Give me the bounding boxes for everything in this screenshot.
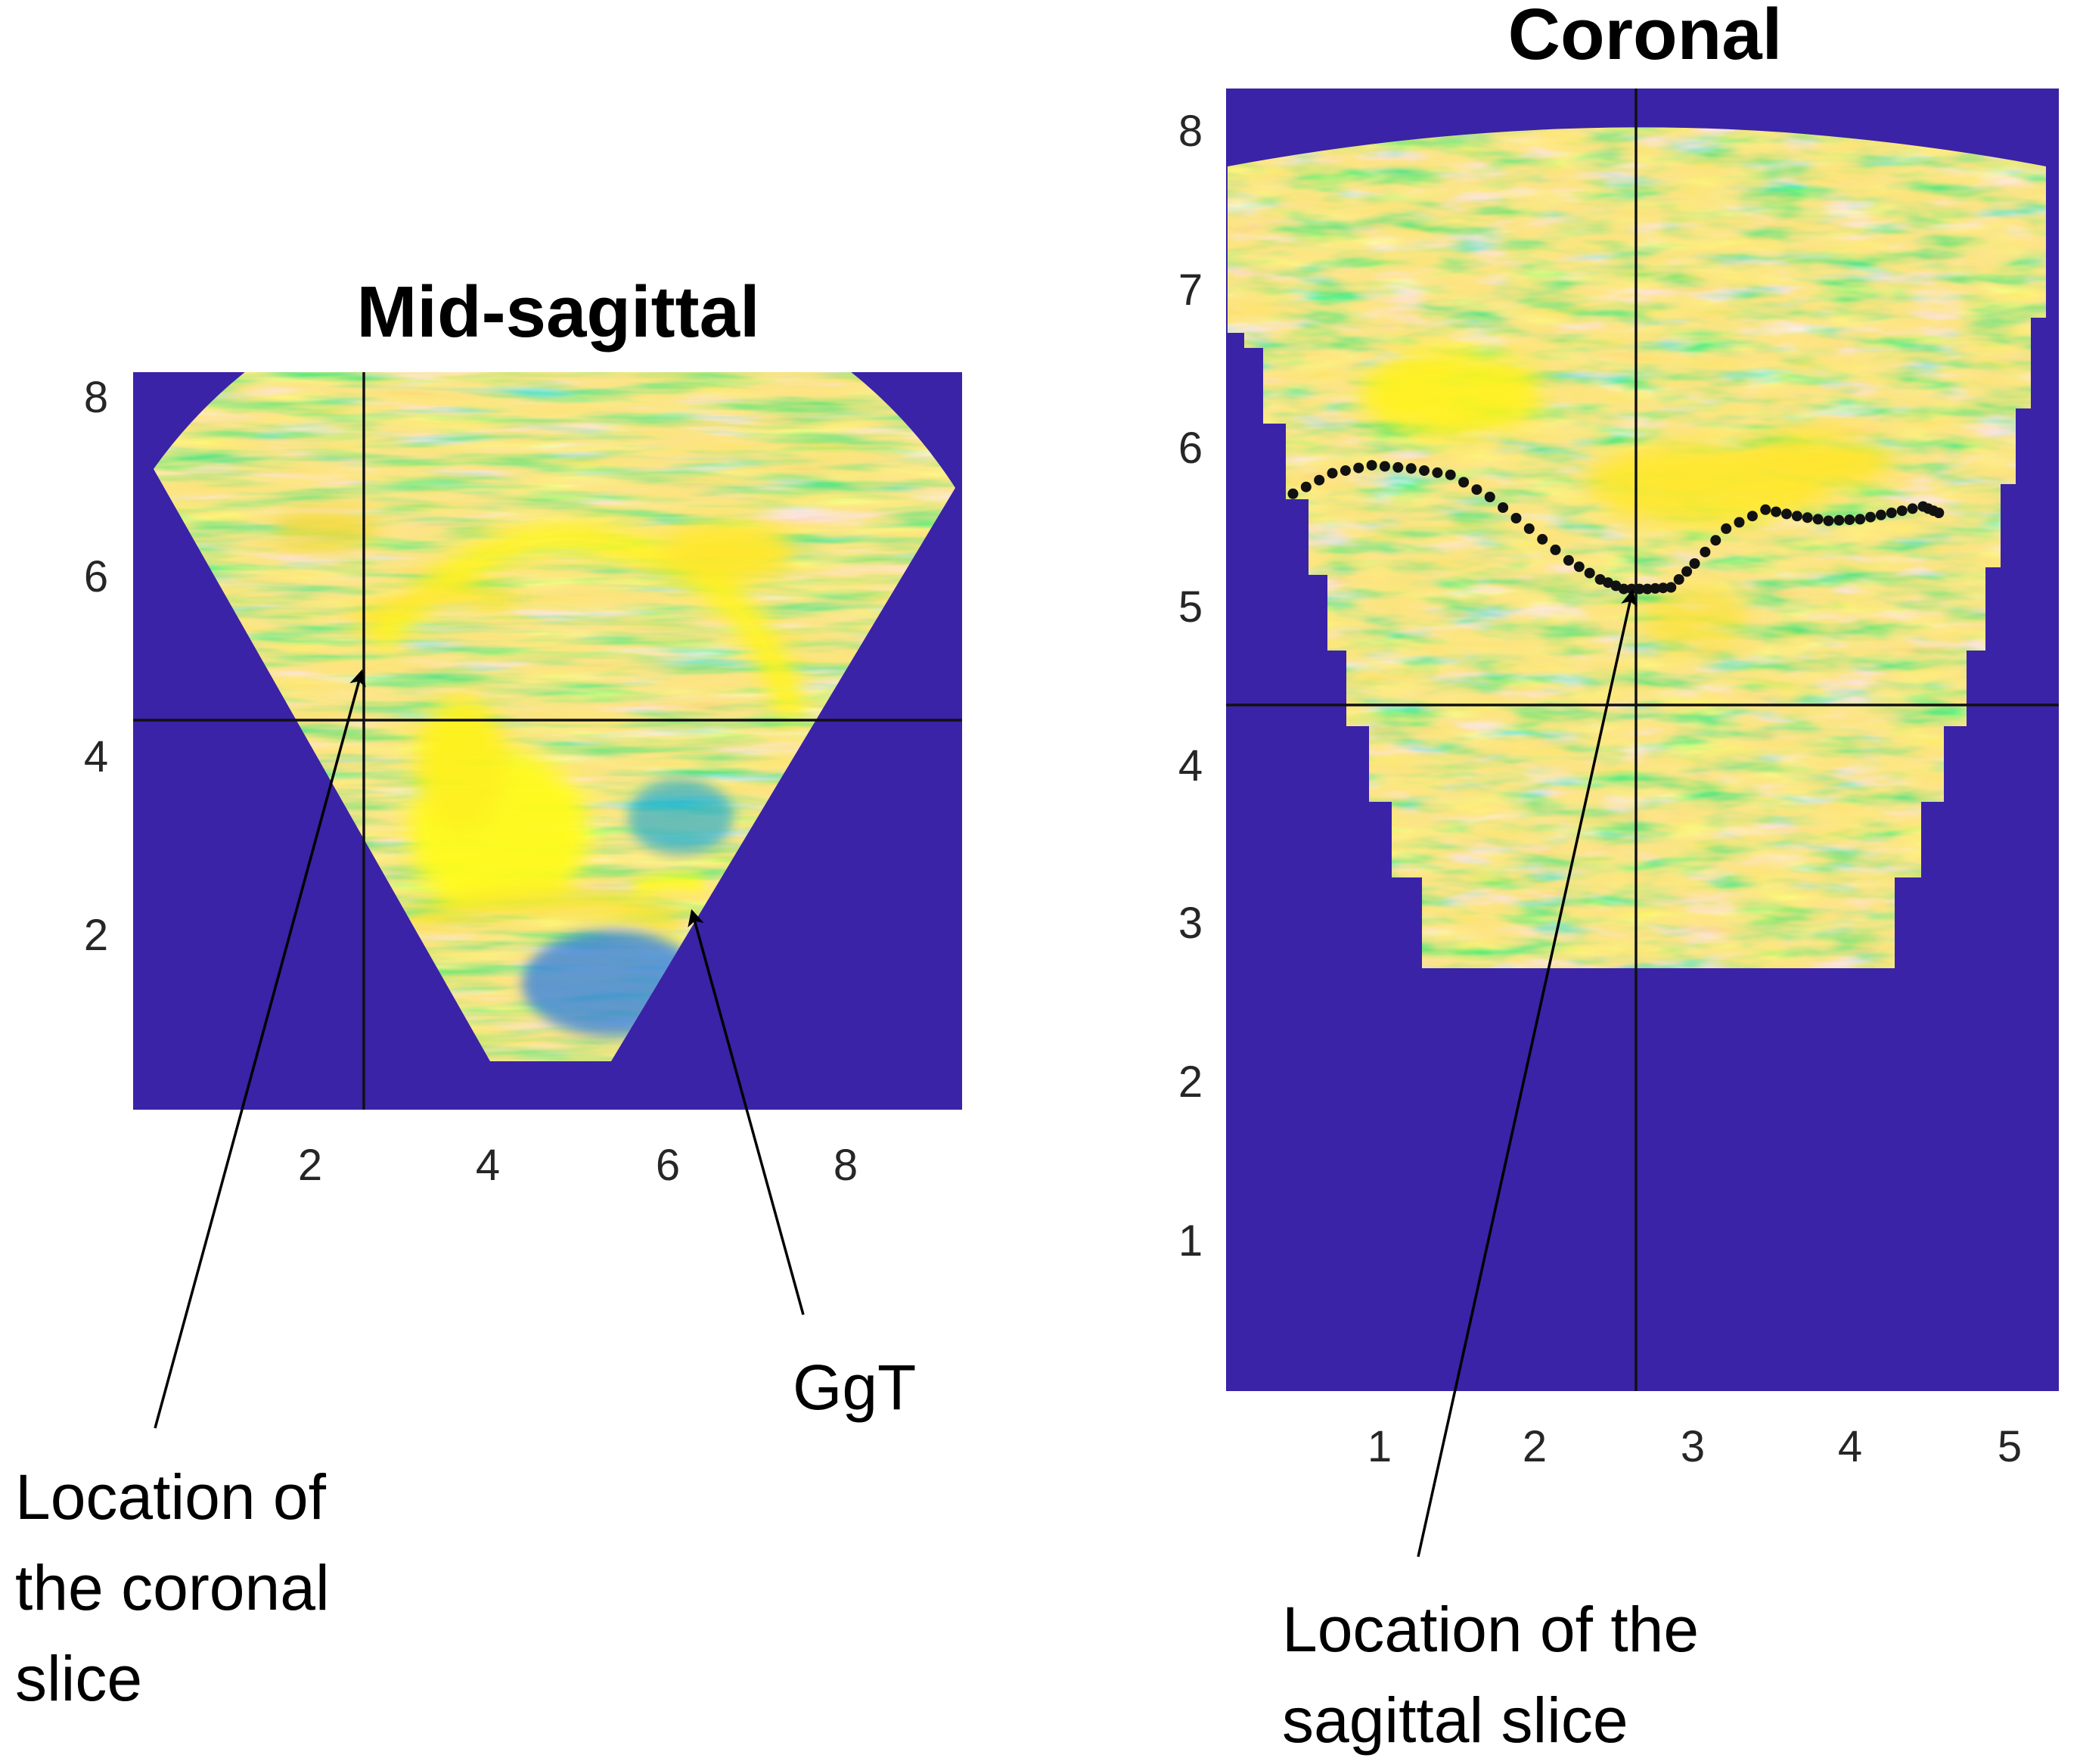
contour-point <box>1523 523 1535 534</box>
contour-point <box>1700 546 1711 557</box>
contour-point <box>1584 567 1595 579</box>
coronal-x-tick: 2 <box>1523 1422 1547 1471</box>
contour-point <box>1642 583 1653 595</box>
contour-point <box>1907 503 1918 514</box>
contour-point <box>1844 514 1855 526</box>
contour-point <box>1405 463 1417 474</box>
sagittal-slice-label-line: sagittal slice <box>1282 1685 1628 1756</box>
contour-point <box>1823 515 1834 526</box>
coronal-y-tick: 5 <box>1178 582 1203 632</box>
sagittal-title: Mid-sagittal <box>356 272 759 352</box>
sagittal-x-tick: 8 <box>834 1141 858 1190</box>
coronal-x-tick: 1 <box>1368 1422 1392 1471</box>
sagittal-x-tick: 6 <box>656 1141 680 1190</box>
coronal-slice-label-line: Location of <box>15 1461 327 1533</box>
contour-point <box>1327 467 1338 479</box>
ggt-arrow <box>688 908 805 1315</box>
sagittal-panel: Mid-sagittal 2 4 6 8 <box>84 272 962 1190</box>
coronal-y-tick: 1 <box>1178 1216 1203 1266</box>
contour-point <box>1760 504 1771 515</box>
coronal-slice-arrow <box>154 669 366 1429</box>
coronal-slice-label-line: slice <box>15 1643 142 1714</box>
contour-point <box>1314 474 1325 486</box>
sagittal-y-tick: 4 <box>84 732 108 781</box>
contour-point <box>1392 461 1404 473</box>
contour-point <box>1833 514 1845 526</box>
coronal-x-ticks: 1 2 3 4 5 <box>1368 1422 2022 1471</box>
annotations: GgT Location of the coronal slice Locati… <box>15 1352 1699 1756</box>
coronal-y-tick: 8 <box>1178 107 1203 156</box>
annotation-arrows <box>154 589 1638 1557</box>
contour-point <box>1746 511 1758 522</box>
contour-point <box>1573 561 1585 573</box>
sagittal-x-tick: 4 <box>476 1141 500 1190</box>
contour-point <box>1865 511 1876 523</box>
contour-point <box>1650 582 1661 594</box>
contour-point <box>1432 467 1443 478</box>
contour-point <box>1875 509 1886 520</box>
coronal-title: Coronal <box>1508 0 1783 75</box>
coronal-x-tick: 5 <box>1998 1422 2022 1471</box>
contour-point <box>1458 477 1470 488</box>
sagittal-y-tick: 8 <box>84 373 108 422</box>
contour-point <box>1933 508 1945 518</box>
contour-point <box>1855 514 1866 525</box>
contour-point <box>1721 523 1732 534</box>
ggt-label: GgT <box>793 1352 916 1423</box>
contour-point <box>1689 558 1700 569</box>
contour-point <box>1771 506 1782 517</box>
contour-point <box>1353 462 1364 474</box>
contour-point <box>1673 574 1684 585</box>
contour-point <box>1366 460 1377 471</box>
coronal-slice-label-line: the coronal <box>15 1552 330 1623</box>
contour-point <box>1484 492 1495 502</box>
contour-point <box>1781 508 1792 520</box>
coronal-x-tick: 3 <box>1681 1422 1705 1471</box>
tongue-contour <box>1287 460 1945 595</box>
contour-point <box>1498 502 1509 513</box>
sagittal-x-ticks: 2 4 6 8 <box>298 1141 858 1190</box>
contour-point <box>1379 461 1390 472</box>
sagittal-slice-arrow <box>1417 589 1638 1557</box>
contour-point <box>1300 481 1312 492</box>
contour-point <box>1340 465 1351 477</box>
contour-point <box>1896 505 1908 517</box>
contour-point <box>1886 508 1897 518</box>
sagittal-x-tick: 2 <box>298 1141 322 1190</box>
contour-point <box>1287 488 1299 499</box>
contour-point <box>1550 544 1561 555</box>
contour-point <box>1681 566 1693 577</box>
contour-point <box>1802 512 1813 523</box>
coronal-y-tick: 4 <box>1178 741 1203 790</box>
coronal-y-ticks: 8 7 6 5 4 3 2 1 <box>1178 107 1203 1266</box>
contour-point <box>1734 517 1745 528</box>
contour-point <box>1419 465 1430 477</box>
coronal-y-tick: 6 <box>1178 424 1203 473</box>
sagittal-y-tick: 2 <box>84 911 108 960</box>
sagittal-y-ticks: 8 6 4 2 <box>84 373 108 960</box>
contour-point <box>1537 533 1548 545</box>
contour-point <box>1710 535 1721 546</box>
sagittal-y-tick: 6 <box>84 552 108 601</box>
contour-point <box>1791 511 1802 522</box>
contour-point <box>1666 582 1677 593</box>
coronal-y-tick: 3 <box>1178 899 1203 948</box>
coronal-y-tick: 2 <box>1178 1057 1203 1107</box>
sagittal-slice-label-line: Location of the <box>1282 1594 1699 1665</box>
coronal-x-tick: 4 <box>1838 1422 1862 1471</box>
contour-point <box>1471 484 1482 495</box>
coronal-y-tick: 7 <box>1178 266 1203 315</box>
contour-point <box>1445 469 1456 480</box>
contour-point <box>1812 514 1824 525</box>
contour-point <box>1510 513 1522 523</box>
coronal-panel: Coronal 1 2 3 4 5 8 7 6 5 4 3 <box>1178 0 2059 1471</box>
contour-point <box>1563 554 1574 566</box>
contour-point <box>1657 582 1669 594</box>
